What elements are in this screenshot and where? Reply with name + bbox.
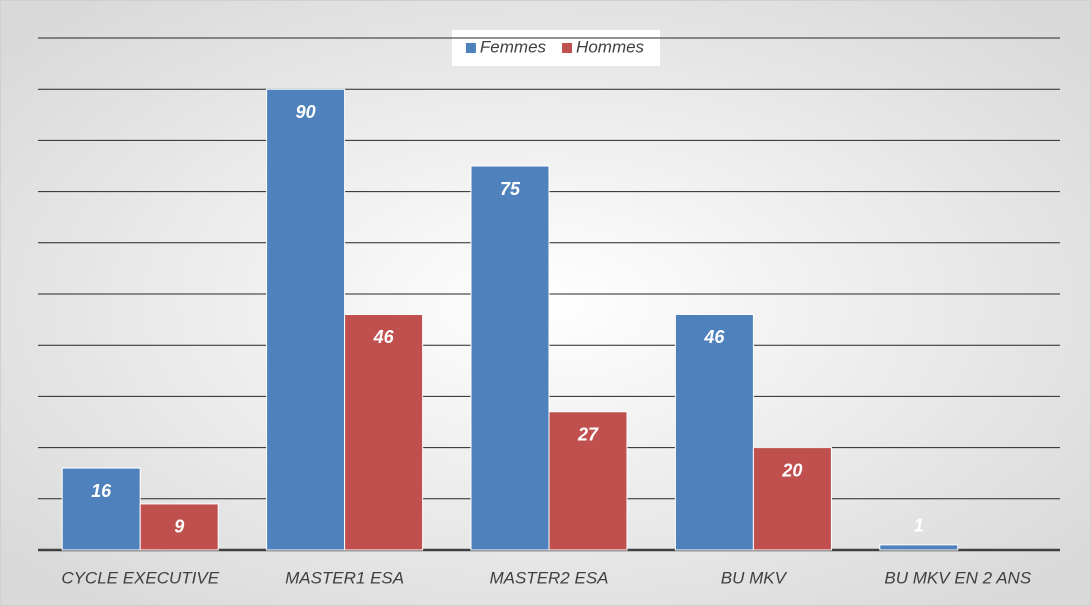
bar bbox=[674, 313, 754, 551]
legend-box bbox=[451, 30, 661, 66]
bar bbox=[752, 447, 832, 551]
bar bbox=[470, 165, 550, 551]
data-label: 75 bbox=[500, 179, 521, 199]
data-label: 20 bbox=[781, 460, 802, 480]
data-label: 9 bbox=[174, 517, 184, 537]
legend: Femmes Hommes bbox=[451, 30, 661, 66]
x-tick-label: MASTER1 ESA bbox=[285, 568, 404, 587]
bar bbox=[548, 411, 628, 551]
data-label: 46 bbox=[703, 327, 725, 347]
data-label: 46 bbox=[373, 327, 395, 347]
bar bbox=[344, 313, 424, 551]
x-tick-label: BU MKV EN 2 ANS bbox=[884, 568, 1031, 587]
data-label: 16 bbox=[91, 481, 112, 501]
bar bbox=[266, 88, 346, 551]
legend-label: Hommes bbox=[576, 37, 645, 56]
legend-swatch bbox=[562, 43, 573, 53]
data-label: 27 bbox=[577, 425, 599, 445]
data-label: 90 bbox=[296, 102, 316, 122]
legend-swatch bbox=[465, 43, 476, 53]
x-tick-label: BU MKV bbox=[721, 568, 788, 587]
bar bbox=[879, 544, 959, 551]
data-label: 1 bbox=[914, 516, 924, 536]
x-tick-label: CYCLE EXECUTIVE bbox=[61, 568, 219, 587]
bar bbox=[139, 503, 219, 551]
x-tick-label: MASTER2 ESA bbox=[489, 568, 608, 587]
legend-label: Femmes bbox=[480, 37, 547, 56]
